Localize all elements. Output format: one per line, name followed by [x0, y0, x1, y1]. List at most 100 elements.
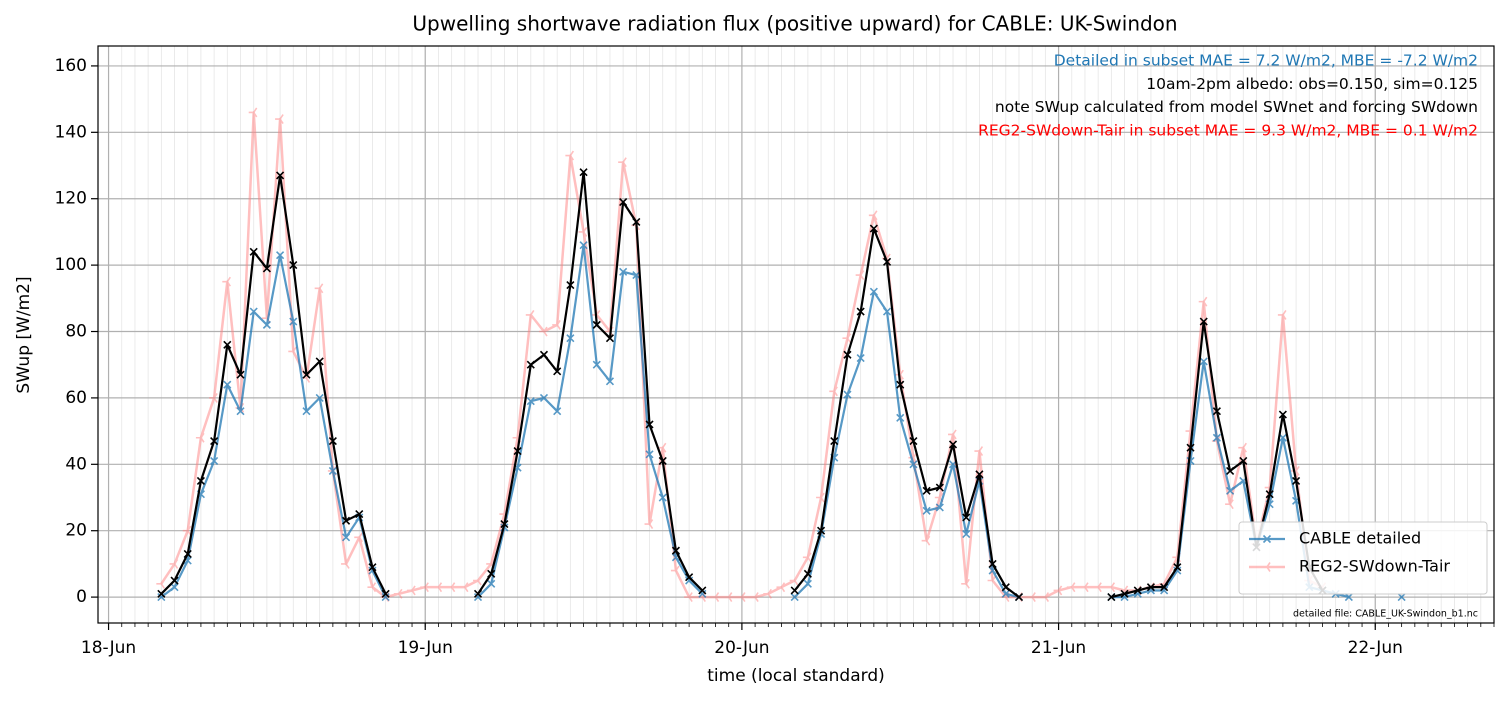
marker — [223, 380, 232, 389]
marker — [1040, 592, 1050, 603]
marker — [1277, 309, 1287, 320]
marker — [420, 582, 429, 593]
legend-marker — [1262, 534, 1272, 544]
marker — [236, 407, 245, 416]
marker — [619, 267, 628, 276]
y-tick-label: 160 — [55, 56, 87, 76]
marker — [1079, 582, 1089, 593]
marker — [1001, 589, 1010, 598]
marker — [763, 588, 772, 599]
marker — [645, 420, 654, 429]
marker — [552, 319, 561, 330]
marker — [698, 586, 707, 595]
x-tick-label: 22-Jun — [1348, 638, 1403, 658]
marker — [803, 579, 812, 588]
marker — [341, 516, 351, 525]
y-tick-label: 80 — [65, 322, 87, 342]
marker — [670, 565, 680, 576]
marker — [592, 360, 601, 369]
marker — [1265, 490, 1274, 499]
marker — [500, 520, 509, 529]
marker — [1066, 582, 1076, 593]
marker — [526, 360, 535, 369]
marker — [1278, 410, 1287, 419]
marker — [750, 592, 759, 603]
marker — [367, 582, 377, 593]
marker — [1133, 586, 1142, 595]
x-tick-label: 19-Jun — [398, 638, 453, 658]
marker — [1014, 593, 1024, 602]
marker — [658, 456, 667, 466]
marker — [525, 309, 535, 320]
marker — [169, 558, 179, 569]
marker — [789, 575, 799, 586]
marker — [790, 586, 799, 595]
legend-entry — [1249, 534, 1285, 544]
y-tick-label: 60 — [65, 388, 87, 408]
marker — [685, 573, 694, 582]
marker — [974, 446, 984, 456]
footnote: detailed file: CABLE_UK-Swindon_b1.nc — [1293, 609, 1478, 620]
x-axis-label: time (local standard) — [707, 666, 885, 686]
x-tick-label: 18-Jun — [81, 638, 136, 658]
marker — [842, 333, 852, 344]
marker — [803, 569, 812, 578]
marker — [988, 559, 997, 568]
marker — [645, 450, 654, 459]
marker — [961, 578, 970, 589]
marker — [896, 380, 905, 389]
y-tick-label: 0 — [76, 587, 87, 607]
marker — [539, 350, 549, 359]
marker — [156, 578, 166, 589]
marker — [315, 357, 324, 366]
marker — [1344, 593, 1353, 602]
series — [157, 168, 1327, 602]
marker — [1107, 593, 1116, 602]
marker — [802, 552, 812, 563]
marker — [829, 386, 838, 397]
marker — [1226, 486, 1235, 495]
marker — [855, 270, 865, 281]
legend: CABLE detailed REG2-SWdown-Tair — [1238, 521, 1488, 595]
marker — [1106, 582, 1116, 593]
marker — [157, 593, 166, 602]
marker — [843, 350, 852, 359]
legend-marker — [1262, 562, 1271, 572]
marker — [473, 593, 483, 602]
plot-lines — [156, 107, 1406, 603]
marker — [209, 392, 218, 403]
chart-title: Upwelling shortwave radiation flux (posi… — [412, 12, 1177, 36]
marker — [341, 533, 351, 542]
marker — [315, 393, 324, 402]
marker — [698, 589, 707, 598]
marker — [736, 592, 746, 603]
marker — [354, 532, 363, 543]
x-tick-label: 20-Jun — [714, 638, 769, 658]
marker — [288, 346, 297, 357]
marker — [1239, 456, 1248, 466]
marker — [157, 589, 166, 598]
y-tick-label: 100 — [55, 255, 87, 275]
legend-entry — [1249, 562, 1285, 572]
line — [160, 171, 1324, 599]
marker — [195, 432, 205, 443]
marker — [869, 224, 878, 233]
marker — [1173, 563, 1182, 572]
marker — [302, 407, 311, 416]
marker — [579, 168, 588, 177]
marker — [1001, 583, 1010, 592]
marker — [1199, 317, 1208, 326]
marker — [459, 582, 469, 593]
y-tick-label: 20 — [65, 521, 87, 541]
marker — [632, 217, 641, 227]
plot-frame — [97, 45, 1495, 624]
marker — [553, 367, 562, 376]
marker — [1397, 593, 1406, 602]
marker — [433, 582, 443, 593]
marker — [487, 569, 496, 578]
marker — [248, 107, 258, 118]
marker — [314, 283, 324, 294]
marker — [776, 582, 786, 593]
